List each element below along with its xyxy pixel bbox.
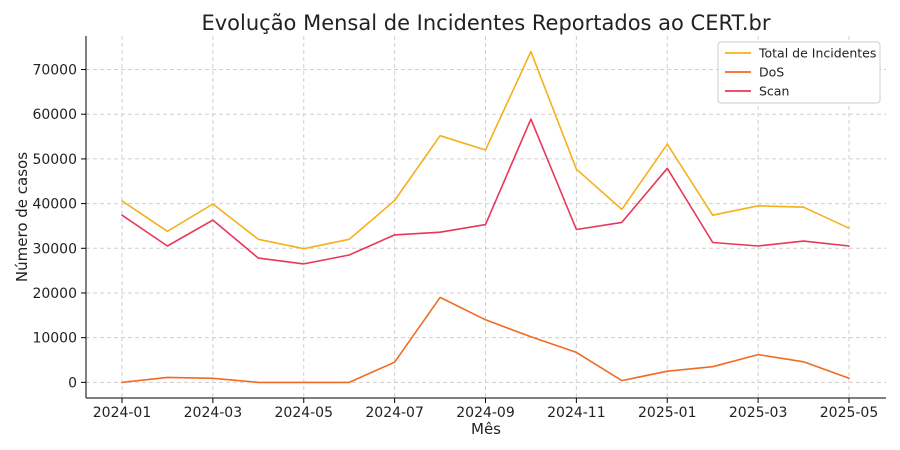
y-tick-label: 60000 <box>32 107 77 123</box>
x-tick-label: 2025-05 <box>820 405 879 421</box>
y-tick-label: 0 <box>68 375 77 391</box>
x-tick-label: 2024-05 <box>275 405 334 421</box>
x-tick-label: 2024-03 <box>184 405 243 421</box>
legend-label: Total de Incidentes <box>758 46 876 61</box>
y-tick-label: 30000 <box>32 241 77 257</box>
legend: Total de Incidentes DoS Scan <box>717 41 881 104</box>
x-tick-label: 2024-07 <box>365 405 424 421</box>
x-tick-label: 2024-01 <box>93 405 152 421</box>
x-tick-label: 2024-09 <box>456 405 515 421</box>
y-axis-label: Número de casos <box>13 152 31 282</box>
y-tick-label: 10000 <box>32 331 77 347</box>
series-line-dos <box>121 296 850 384</box>
series-line-scan <box>121 118 850 265</box>
series-line-total-de-incidentes <box>121 50 850 250</box>
y-tick-label: 50000 <box>32 152 77 168</box>
legend-label: Scan <box>759 84 789 99</box>
grid <box>86 36 886 398</box>
y-tick-label: 70000 <box>32 63 77 79</box>
x-axis-label: Mês <box>471 420 501 438</box>
x-axis-ticks: 2024-01 2024-03 2024-05 2024-07 2024-09 2024-… <box>93 398 879 421</box>
x-tick-label: 2024-11 <box>547 405 606 421</box>
y-tick-label: 40000 <box>32 197 77 213</box>
legend-label: DoS <box>759 65 784 80</box>
y-axis-ticks: 0 10000 20000 30000 40000 50000 60000 70000 <box>32 63 86 391</box>
chart-title: Evolução Mensal de Incidentes Reportados… <box>201 11 770 35</box>
x-tick-label: 2025-01 <box>638 405 697 421</box>
legend-frame <box>717 41 881 104</box>
x-tick-label: 2025-03 <box>729 405 788 421</box>
y-tick-label: 20000 <box>32 286 77 302</box>
series-layer <box>121 50 850 384</box>
